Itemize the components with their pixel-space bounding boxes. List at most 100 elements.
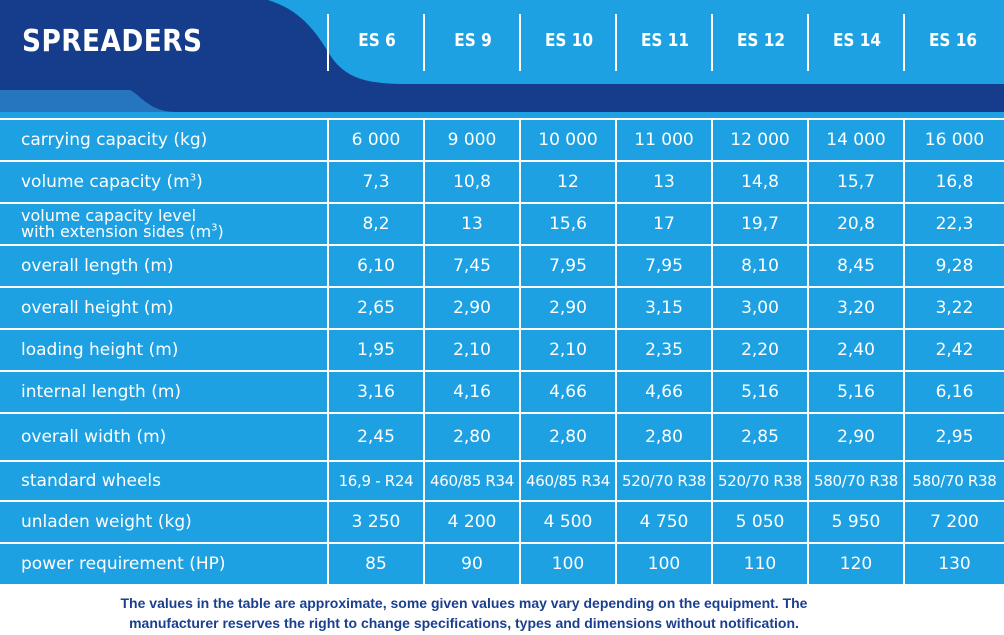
table-cell: 2,80 [423,414,519,460]
table-header: SPREADERS ES 6 ES 9 ES 10 ES 11 ES 12 ES… [0,0,1004,118]
table-cell: 14,8 [711,162,807,202]
table-cell: 7 200 [903,502,1004,542]
table-cell: 6 000 [327,120,423,160]
table-cell: 120 [807,544,903,584]
table-cell: 100 [519,544,615,584]
table-cell: 110 [711,544,807,584]
table-row: overall width (m) 2,45 2,80 2,80 2,80 2,85 2,9… [0,412,1004,460]
header-separator [903,14,905,71]
table-cell: 4,66 [615,372,711,412]
table-cell: 3,16 [327,372,423,412]
table-cell: 85 [327,544,423,584]
table-row: carrying capacity (kg) 6 000 9 000 10 000 11… [0,118,1004,160]
row-label: overall height (m) [21,298,174,318]
table-row: overall height (m) 2,65 2,90 2,90 3,15 3,00 3,… [0,286,1004,328]
table-cell: 4 500 [519,502,615,542]
table-cell: 4 750 [615,502,711,542]
table-cell: 460/85 R34 [519,462,615,500]
row-label: unladen weight (kg) [21,512,192,532]
table-cell: 520/70 R38 [711,462,807,500]
row-label: carrying capacity (kg) [21,130,208,150]
table-cell: 520/70 R38 [615,462,711,500]
model-header-es10: ES 10 [544,30,594,51]
table-cell: 15,6 [519,204,615,244]
table-cell: 1,95 [327,330,423,370]
table-cell: 460/85 R34 [423,462,519,500]
row-label: loading height (m) [21,340,179,360]
table-row: volume capacity level with extension side… [0,202,1004,244]
table-cell: 2,85 [711,414,807,460]
table-cell: 5 950 [807,502,903,542]
spec-table: carrying capacity (kg) 6 000 9 000 10 000 11… [0,118,1004,584]
table-cell: 5,16 [807,372,903,412]
footnote-line-2: manufacturer reserves the right to chang… [129,615,799,631]
row-label: power requirement (HP) [21,554,226,574]
table-cell: 12 000 [711,120,807,160]
header-separator [711,14,713,71]
table-cell: 2,80 [615,414,711,460]
table-cell: 17 [615,204,711,244]
row-label-line-2: with extension sides (m3) [21,222,224,241]
table-cell: 16,9 - R24 [327,462,423,500]
row-label: standard wheels [21,471,161,491]
table-cell: 2,95 [903,414,1004,460]
table-cell: 13 [423,204,519,244]
table-cell: 3 250 [327,502,423,542]
model-header-es6: ES 6 [358,30,396,51]
table-cell: 2,42 [903,330,1004,370]
table-cell: 6,10 [327,246,423,286]
table-cell: 100 [615,544,711,584]
table-cell: 19,7 [711,204,807,244]
table-cell: 7,95 [615,246,711,286]
table-cell: 2,45 [327,414,423,460]
header-separator [327,14,329,71]
table-cell: 8,45 [807,246,903,286]
table-cell: 9 000 [423,120,519,160]
table-cell: 3,22 [903,288,1004,328]
table-cell: 3,15 [615,288,711,328]
table-cell: 580/70 R38 [903,462,1004,500]
row-label: overall width (m) [21,427,167,447]
table-cell: 13 [615,162,711,202]
row-label: internal length (m) [21,382,182,402]
footnote: The values in the table are approximate,… [0,593,928,633]
table-cell: 20,8 [807,204,903,244]
table-cell: 5 050 [711,502,807,542]
table-cell: 2,20 [711,330,807,370]
table-cell: 5,16 [711,372,807,412]
table-cell: 6,16 [903,372,1004,412]
table-cell: 8,10 [711,246,807,286]
model-header-es14: ES 14 [832,30,882,51]
table-cell: 2,10 [519,330,615,370]
header-separator [423,14,425,71]
header-separator [519,14,521,71]
table-cell: 16 000 [903,120,1004,160]
table-cell: 12 [519,162,615,202]
table-cell: 22,3 [903,204,1004,244]
row-label: volume capacity level with extension side… [21,204,224,244]
table-cell: 130 [903,544,1004,584]
table-cell: 2,90 [807,414,903,460]
table-cell: 2,80 [519,414,615,460]
table-row: internal length (m) 3,16 4,16 4,66 4,66 5,16 5… [0,370,1004,412]
table-cell: 10 000 [519,120,615,160]
model-header-es16: ES 16 [928,30,978,51]
table-cell: 11 000 [615,120,711,160]
table-cell: 90 [423,544,519,584]
footnote-line-1: The values in the table are approximate,… [120,595,808,611]
row-label-line-1: volume capacity level [21,206,197,225]
table-cell: 2,90 [519,288,615,328]
header-separator [615,14,617,71]
table-row: power requirement (HP) 85 90 100 100 110 120 13… [0,542,1004,584]
table-cell: 4 200 [423,502,519,542]
table-row: volume capacity (m3) 7,3 10,8 12 13 14,8 15,7 1… [0,160,1004,202]
table-row: loading height (m) 1,95 2,10 2,10 2,35 2,20 2,… [0,328,1004,370]
table-cell: 2,35 [615,330,711,370]
table-row: overall length (m) 6,10 7,45 7,95 7,95 8,10 8,… [0,244,1004,286]
table-cell: 2,10 [423,330,519,370]
table-row: standard wheels 16,9 - R24 460/85 R34 460/8… [0,460,1004,500]
table-cell: 2,65 [327,288,423,328]
page-title: SPREADERS [22,24,203,59]
row-label: volume capacity (m3) [21,172,203,192]
table-cell: 2,40 [807,330,903,370]
